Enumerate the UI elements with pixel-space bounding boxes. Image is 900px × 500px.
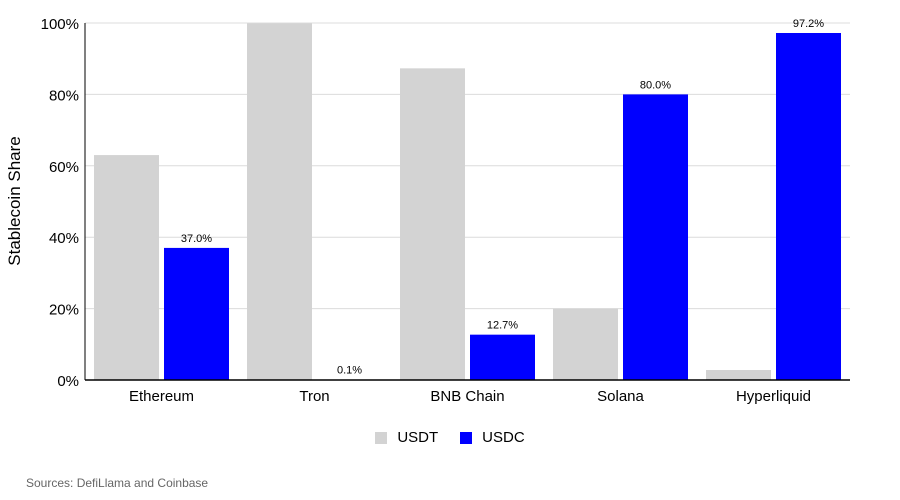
- y-tick-label: 40%: [49, 230, 79, 247]
- legend-label-usdt: USDT: [397, 429, 439, 446]
- data-label: 97.2%: [793, 18, 824, 30]
- bar-usdt-bnb-chain: [400, 68, 465, 381]
- bar-usdc-bnb-chain: [470, 334, 535, 380]
- axes: 0% 20% 40% 60% 80% 100% Ethereum Tron BNB Chain S…: [41, 16, 850, 405]
- y-tick-label: 100%: [41, 16, 79, 33]
- x-tick-label: Tron: [299, 388, 329, 405]
- data-label: 80.0%: [640, 79, 671, 91]
- bars: [94, 23, 841, 381]
- bar-usdt-hyperliquid: [706, 370, 771, 380]
- gridlines: [85, 22, 850, 310]
- legend-label-usdc: USDC: [482, 429, 525, 446]
- source-note: Sources: DefiLlama and Coinbase: [26, 476, 209, 490]
- bar-usdc-solana: [623, 94, 688, 381]
- bar-usdt-ethereum: [94, 155, 159, 380]
- x-tick-label: BNB Chain: [430, 388, 504, 405]
- bar-usdc-ethereum: [164, 247, 229, 380]
- data-label: 37.0%: [181, 233, 212, 245]
- bar-usdt-solana: [553, 308, 618, 380]
- x-tick-label: Hyperliquid: [736, 388, 811, 405]
- legend-item-usdc: USDC: [460, 429, 525, 446]
- y-tick-label: 0%: [57, 373, 79, 390]
- legend: USDT USDC: [0, 429, 900, 446]
- data-label: 12.7%: [487, 320, 518, 332]
- x-tick-label: Ethereum: [129, 388, 194, 405]
- legend-swatch-usdc: [460, 431, 473, 444]
- data-label: 0.1%: [337, 365, 362, 377]
- bar-usdt-tron: [247, 23, 312, 381]
- legend-swatch-usdt: [375, 431, 388, 444]
- y-tick-label: 80%: [49, 87, 79, 104]
- y-axis-label: Stablecoin Share: [5, 136, 24, 265]
- y-tick-label: 20%: [49, 302, 79, 319]
- data-labels: 37.0% 0.1% 12.7% 80.0% 97.2%: [181, 18, 824, 377]
- y-tick-label: 60%: [49, 159, 79, 176]
- chart-svg: 37.0% 0.1% 12.7% 80.0% 97.2% 0% 20% 40% 60% 80% 1…: [5, 16, 850, 405]
- x-tick-label: Solana: [597, 388, 644, 405]
- legend-item-usdt: USDT: [375, 429, 438, 446]
- bar-usdc-hyperliquid: [776, 32, 841, 380]
